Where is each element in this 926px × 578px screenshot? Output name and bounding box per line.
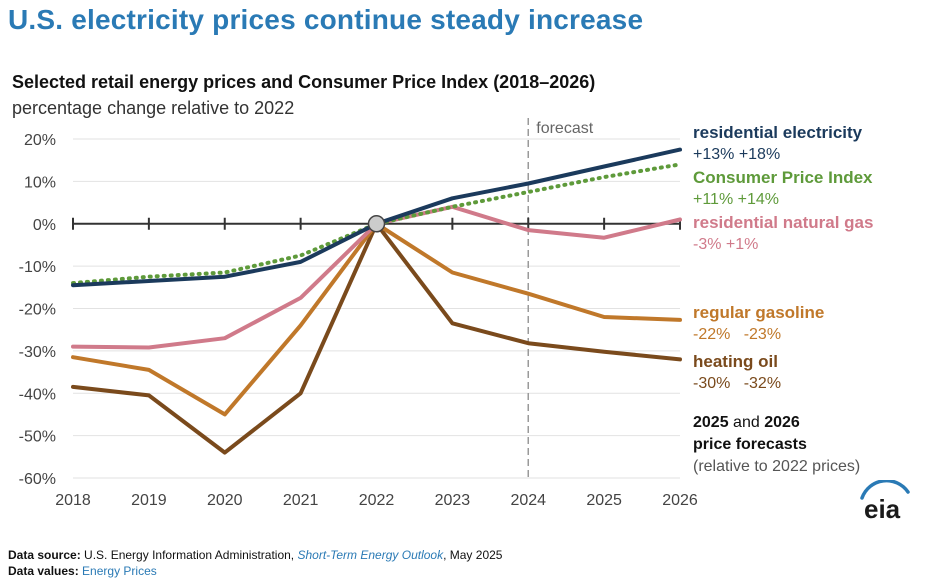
source-label: Data source:: [8, 548, 81, 562]
x-tick-label: 2025: [586, 492, 622, 509]
energy-prices-link[interactable]: Energy Prices: [82, 564, 157, 578]
legend-values: -30% -32%: [693, 375, 782, 392]
legend-values: +11% +14%: [693, 191, 779, 208]
note-year-b: 2026: [764, 414, 800, 431]
note-line3: (relative to 2022 prices): [693, 458, 861, 475]
source-title[interactable]: Short-Term Energy Outlook: [297, 548, 444, 562]
x-tick-label: 2022: [359, 492, 395, 509]
logo-text: eia: [864, 494, 901, 524]
reference-point-marker: [367, 215, 386, 233]
x-tick-label: 2020: [207, 492, 243, 509]
y-tick-label: 0%: [33, 217, 56, 234]
chart-subtitle: percentage change relative to 2022: [12, 98, 295, 118]
x-tick-label: 2026: [662, 492, 698, 509]
legend-label: Consumer Price Index: [693, 168, 873, 187]
note-line2: price forecasts: [693, 436, 807, 453]
series-line-consumer-price-index: [71, 162, 682, 286]
x-tick-label: 2019: [131, 492, 167, 509]
y-tick-label: 20%: [24, 132, 56, 149]
y-tick-label: -20%: [19, 302, 56, 319]
y-tick-label: -40%: [19, 386, 56, 403]
y-tick-label: -10%: [19, 259, 56, 276]
x-tick-label: 2018: [55, 492, 91, 509]
data-source-line: Data source: U.S. Energy Information Adm…: [8, 548, 502, 562]
data-values-line: Data values: Energy Prices: [8, 564, 157, 578]
legend-heating-oil: heating oil -30% -32%: [693, 351, 781, 395]
series-line-heating-oil: [71, 221, 682, 455]
note-year-a: 2025: [693, 414, 729, 431]
legend-consumer-price-index: Consumer Price Index +11% +14%: [693, 167, 873, 211]
legend-values: -22% -23%: [693, 326, 782, 343]
chart-title: Selected retail energy prices and Consum…: [12, 72, 596, 92]
legend-label: residential natural gas: [693, 213, 874, 232]
forecast-note: 2025 and 2026 price forecasts (relative …: [693, 412, 860, 478]
legend-residential-natural-gas: residential natural gas -3% +1%: [693, 212, 873, 256]
legend-label: regular gasoline: [693, 303, 825, 322]
x-tick-label: 2023: [435, 492, 471, 509]
legend-values: +13% +18%: [693, 146, 781, 163]
legend-values: -3% +1%: [693, 236, 759, 253]
y-tick-label: -30%: [19, 344, 56, 361]
forecast-label: forecast: [536, 120, 593, 137]
source-date: , May 2025: [443, 548, 503, 562]
values-label: Data values:: [8, 564, 79, 578]
series-line-regular-gasoline: [71, 221, 682, 417]
legend-residential-electricity: residential electricity +13% +18%: [693, 122, 862, 166]
legend-label: heating oil: [693, 352, 778, 371]
note-and: and: [728, 414, 765, 431]
x-tick-label: 2021: [283, 492, 319, 509]
legend-regular-gasoline: regular gasoline -22% -23%: [693, 302, 824, 346]
source-text: U.S. Energy Information Administration,: [80, 548, 298, 562]
x-tick-label: 2024: [510, 492, 546, 509]
y-tick-label: -50%: [19, 429, 56, 446]
legend-label: residential electricity: [693, 123, 863, 142]
y-tick-label: 10%: [24, 174, 56, 191]
page-headline: U.S. electricity prices continue steady …: [8, 4, 644, 35]
eia-logo: eia: [860, 480, 910, 524]
y-tick-label: -60%: [19, 471, 56, 488]
